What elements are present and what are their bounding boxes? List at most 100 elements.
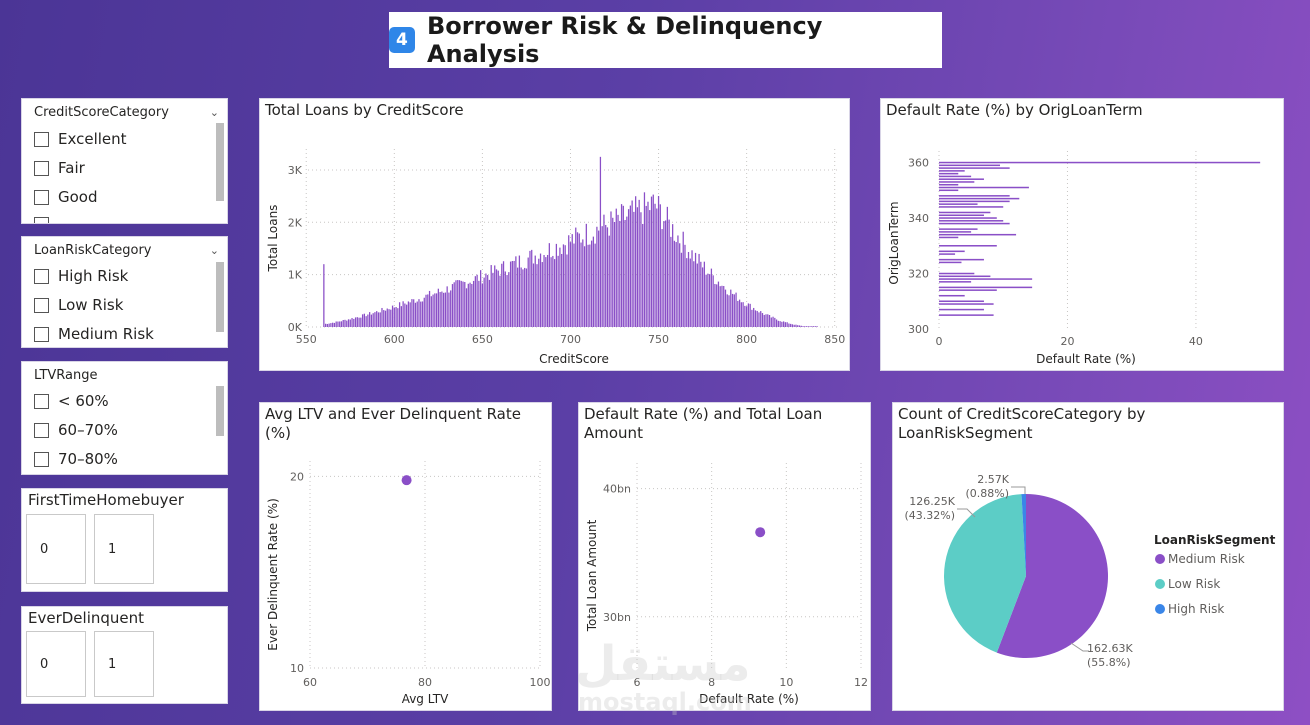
histogram-bar [636,207,639,327]
histogram-bar [488,279,491,327]
option-label: Fair [58,159,85,177]
checkbox[interactable] [34,451,49,467]
checkbox[interactable] [34,217,49,223]
histogram-bar [767,314,769,327]
histogram-bar [633,211,635,327]
slicer-option-below-60[interactable]: < 60% [34,392,109,410]
slicer-title: LoanRiskCategory [34,243,152,258]
checkbox[interactable] [34,422,49,438]
histogram-bar [784,322,787,327]
chevron-down-icon[interactable]: ⌄ [209,106,219,119]
histogram-bar [760,311,762,327]
histogram-bar [376,311,378,327]
histogram-bar [457,280,459,327]
pie-plot: 2.57K(0.88%) 126.25K(43.32%) 162.63K(55.8%… [904,473,1275,669]
slicer-title: EverDelinquent [28,609,145,627]
chart-total-loans-by-creditscore: Total Loans by CreditScore 0K 1K 2K 3K 550 60… [259,98,850,371]
histogram-bar [504,271,506,327]
hbar [939,228,978,230]
histogram-bar [370,314,373,327]
tile-option-1[interactable]: 1 [94,514,154,584]
slicer-option-70-80[interactable]: 70–80% [34,450,118,468]
chevron-down-icon[interactable]: ⌄ [209,244,219,257]
x-tick-label: 10 [779,676,793,689]
slicer-title: LTVRange [34,368,98,383]
histogram-bar [657,196,660,327]
histogram-bar [529,250,531,327]
checkbox[interactable] [34,297,49,313]
histogram-bar [724,289,727,327]
histogram-bar [545,257,547,327]
x-tick-label: 700 [560,333,581,346]
scrollbar[interactable] [216,262,224,332]
histogram-bar [575,227,577,327]
histogram-bar [411,299,413,327]
option-label: Low Risk [58,296,124,314]
histogram-bar [393,307,395,327]
histogram-bar [550,257,552,327]
histogram-bar [751,309,753,327]
checkbox[interactable] [34,131,49,147]
histogram-bar [594,243,596,327]
histogram-bar [576,232,579,327]
histogram-bar [363,313,366,327]
histogram-bar [675,242,677,327]
slicer-option-good[interactable]: Good [34,188,98,206]
slicer-option-medium-risk[interactable]: Medium Risk [34,325,154,343]
histogram-bar [538,258,540,327]
histogram-bar [761,313,764,327]
histogram-bar [485,273,487,327]
legend-label: High Risk [1168,602,1224,616]
y-tick-label: 340 [908,212,929,225]
histogram-bar [629,205,632,327]
histogram-bar [430,296,432,327]
histogram-bar [617,214,619,327]
tile-option-0[interactable]: 0 [26,514,86,584]
checkbox[interactable] [34,393,49,409]
chart-ltv-vs-delinquent: Avg LTV and Ever Delinquent Rate (%) 60 8… [259,402,552,711]
scrollbar[interactable] [216,386,224,436]
histogram-bar [763,314,765,327]
slicer-option-excellent[interactable]: Excellent [34,130,127,148]
histogram-bar [812,326,815,327]
slicer-ltv-range: LTVRange < 60% 60–70% 70–80% [21,361,228,475]
y-tick-label: 2K [288,216,303,229]
hbar [939,195,1010,197]
option-label: Good [58,188,98,206]
histogram-bar [553,259,556,327]
slicer-option-fair[interactable]: Fair [34,159,85,177]
x-axis-title: Default Rate (%) [1036,352,1136,366]
tile-option-0[interactable]: 0 [26,631,86,697]
slicer-option-60-70[interactable]: 60–70% [34,421,118,439]
histogram-bar [635,196,637,327]
y-tick-label: 3K [288,164,303,177]
histogram-bar [615,208,617,327]
histogram-bar [775,319,778,327]
tile-option-1[interactable]: 1 [94,631,154,697]
hbar [939,250,965,253]
histogram-bar [797,325,799,327]
slicer-option-low-risk[interactable]: Low Risk [34,296,123,314]
histogram-bar [353,318,355,327]
histogram-bar [511,261,513,327]
slicer-option-high-risk[interactable]: High Risk [34,267,128,285]
histogram-bar [518,255,521,327]
scatter-point [401,475,412,486]
histogram-plot: 0K 1K 2K 3K 550 600 650 700 750 800 850 CreditScore… [266,149,845,366]
histogram-bar [781,321,783,327]
histogram-bar [444,292,447,327]
histogram-bar [458,280,461,327]
histogram-bar [527,257,529,327]
histogram-bar [795,324,797,327]
checkbox[interactable] [34,326,49,342]
y-tick-label: 40bn [603,483,631,496]
hbar [939,183,959,186]
data-label: (43.32%) [904,509,955,522]
checkbox[interactable] [34,268,49,284]
histogram-bar [659,204,661,327]
scrollbar[interactable] [216,123,224,201]
hbar [939,281,972,283]
histogram-bar [643,192,646,327]
checkbox[interactable] [34,189,49,205]
checkbox[interactable] [34,160,49,176]
